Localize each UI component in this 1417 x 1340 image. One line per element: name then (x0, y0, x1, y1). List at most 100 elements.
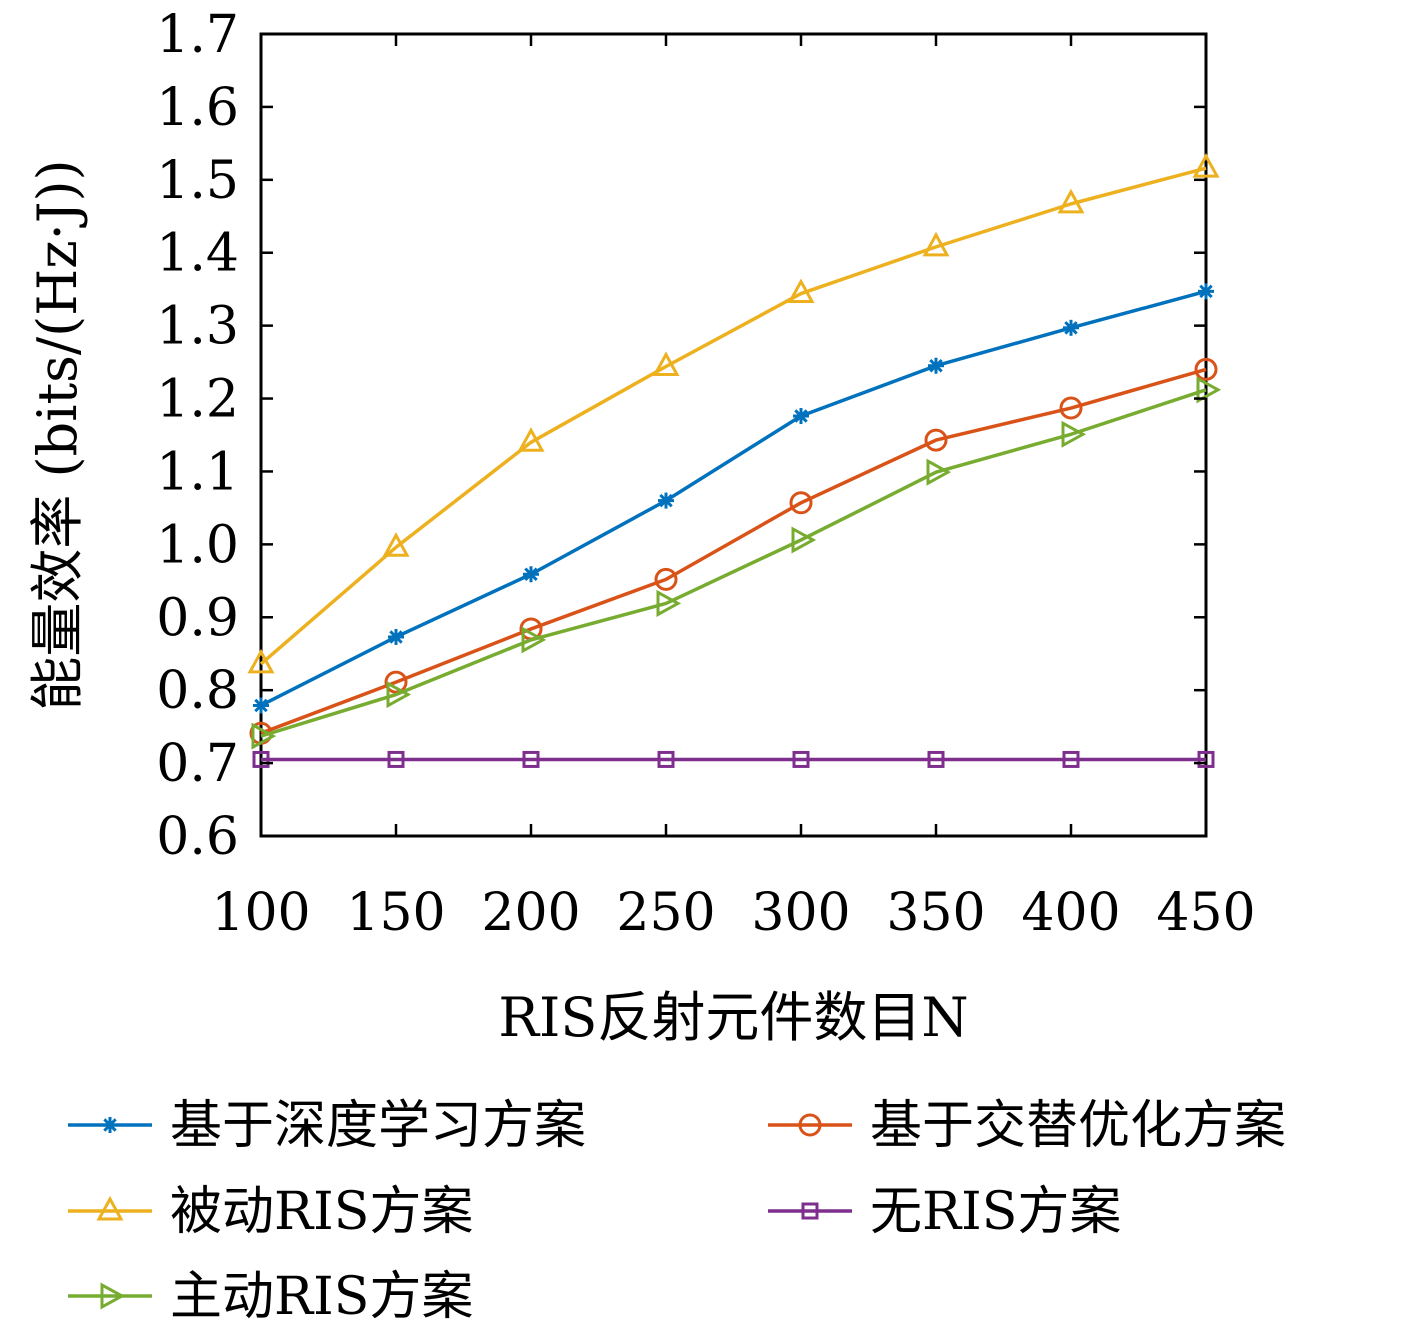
plot-area (259, 32, 1208, 838)
x-tick-label: 250 (616, 883, 715, 943)
legend-label: 无RIS方案 (870, 1182, 1121, 1242)
marker-shape (382, 532, 410, 557)
legend-marker (102, 1117, 118, 1133)
series-line-2 (260, 367, 1207, 735)
data-point (387, 750, 405, 768)
series-line-3 (259, 166, 1207, 666)
y-tick-label: 1.0 (156, 515, 239, 575)
marker-shape (1199, 284, 1213, 299)
marker-shape (387, 750, 405, 768)
data-point (922, 231, 950, 257)
data-point (791, 526, 817, 554)
data-point (789, 491, 813, 515)
y-axis-title: 能量效率 (bits/(Hz·J)) (26, 159, 89, 710)
x-tick-label: 300 (751, 883, 850, 943)
marker-shape (100, 1282, 126, 1310)
x-tick-label: 150 (346, 883, 445, 943)
data-point (1192, 153, 1220, 178)
series-line-5 (260, 388, 1207, 738)
marker-shape (1197, 750, 1215, 768)
data-point (1196, 376, 1222, 404)
data-point (924, 428, 948, 452)
data-point (523, 566, 539, 583)
x-tick-label: 100 (211, 883, 310, 943)
legend-label: 基于深度学习方案 (170, 1096, 586, 1156)
y-tick-label: 0.8 (156, 661, 239, 721)
data-point (792, 750, 810, 768)
marker-shape (1194, 357, 1218, 381)
marker-shape (801, 1202, 819, 1220)
data-point (252, 750, 270, 768)
marker-shape (1057, 188, 1085, 214)
legend-marker (96, 1195, 124, 1221)
data-point (1057, 188, 1085, 214)
data-point (654, 567, 678, 591)
data-point (522, 750, 540, 768)
x-tick-label: 450 (1156, 883, 1255, 943)
data-point (793, 408, 809, 425)
series-line-1 (260, 289, 1207, 708)
x-axis-title: RIS反射元件数目N (498, 986, 968, 1049)
marker-shape (791, 526, 817, 554)
legend-item: 主动RIS方案 (68, 1267, 473, 1327)
y-tick-label: 1.1 (156, 442, 239, 502)
y-tick-label: 0.9 (156, 588, 239, 648)
y-tick-label: 1.2 (156, 370, 239, 430)
marker-shape (787, 278, 815, 304)
marker-shape (652, 351, 680, 376)
marker-shape (926, 458, 952, 486)
marker-shape (657, 750, 675, 768)
data-point (926, 458, 952, 486)
marker-shape (922, 231, 950, 257)
data-point (658, 492, 674, 509)
marker-shape (656, 589, 682, 617)
plot-frame (259, 32, 1208, 838)
legend-label: 被动RIS方案 (170, 1182, 473, 1242)
marker-shape (103, 1118, 117, 1132)
marker-shape (792, 750, 810, 768)
marker-shape (1061, 420, 1087, 448)
legend-marker (100, 1282, 126, 1310)
axes: 0.6 0.7 0.8 0.9 1.0 1.1 1.2 1.3 1.4 1.5 1.6 1.7 100 1… (26, 5, 1256, 1049)
legend-label: 基于交替优化方案 (870, 1096, 1286, 1156)
marker-shape (789, 491, 813, 515)
x-tick-label: 400 (1021, 883, 1120, 943)
data-point (656, 589, 682, 617)
marker-shape (389, 630, 403, 644)
marker-shape (924, 428, 948, 452)
marker-shape (517, 427, 545, 452)
legend-marker (798, 1113, 822, 1137)
marker-shape (254, 698, 268, 713)
data-point (388, 628, 404, 645)
marker-shape (929, 358, 943, 373)
marker-shape (927, 750, 945, 768)
data-point (1062, 750, 1080, 768)
legend-label: 主动RIS方案 (170, 1267, 473, 1327)
marker-shape (1059, 396, 1083, 420)
y-tick-label: 1.7 (156, 5, 239, 65)
data-point (1063, 319, 1079, 336)
marker-shape (252, 750, 270, 768)
marker-shape (524, 567, 538, 582)
data-point (521, 626, 547, 654)
marker-shape (521, 626, 547, 654)
legend-item: 基于深度学习方案 (68, 1096, 586, 1156)
marker-shape (384, 670, 408, 694)
marker-shape (247, 648, 275, 674)
y-tick-label: 1.4 (156, 224, 239, 284)
marker-shape (1062, 750, 1080, 768)
data-point (517, 427, 545, 452)
data-point (928, 357, 944, 374)
marker-shape (522, 750, 540, 768)
y-tick-label: 1.3 (156, 297, 239, 357)
legend-item: 被动RIS方案 (68, 1182, 473, 1242)
x-tick-label: 350 (886, 883, 985, 943)
series-layer (247, 153, 1222, 768)
marker-shape (1196, 376, 1222, 404)
data-point (386, 681, 412, 709)
marker-shape (96, 1195, 124, 1221)
data-point (1198, 283, 1214, 300)
marker-shape (794, 409, 808, 423)
data-point (787, 278, 815, 304)
